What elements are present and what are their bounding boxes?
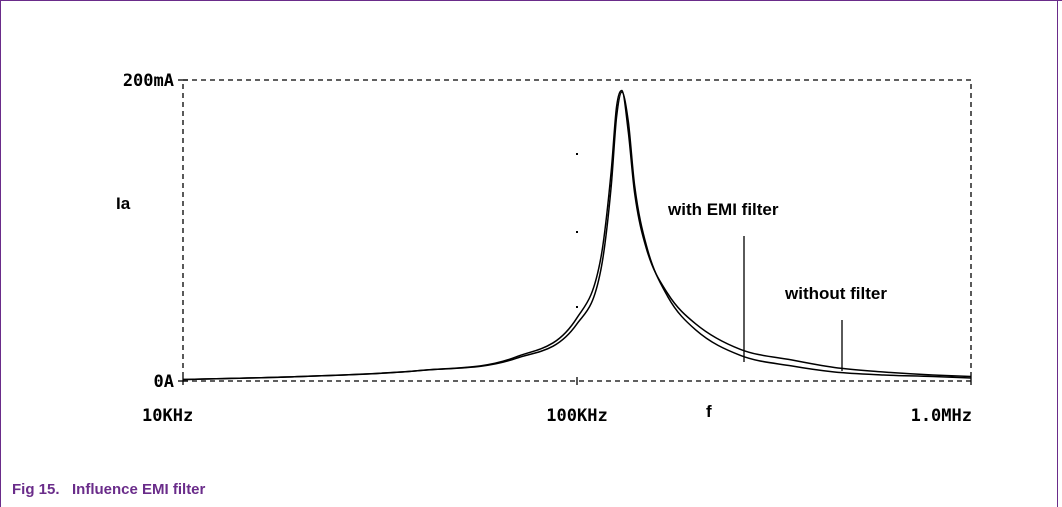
series-label-with-filter: with EMI filter bbox=[667, 200, 779, 219]
frame-left-border bbox=[0, 0, 1, 507]
x-tick-label: 100KHz bbox=[546, 406, 607, 426]
x-tick-label: 1.0MHz bbox=[911, 406, 972, 426]
y-axis-label: Ia bbox=[116, 194, 131, 213]
series-lines bbox=[182, 89, 972, 381]
y-tick-label: 0A bbox=[154, 372, 174, 392]
y-tick-label: 200mA bbox=[123, 71, 174, 91]
x-tick-label: 10KHz bbox=[142, 406, 193, 426]
x-axis-label: f bbox=[706, 402, 712, 421]
series-line-with-filter bbox=[182, 89, 972, 381]
decade-dots bbox=[576, 153, 578, 308]
tick-labels: 10KHz 100KHz 1.0MHz 0A 200mA bbox=[123, 71, 972, 426]
figure-caption: Fig 15. Influence EMI filter bbox=[12, 481, 206, 498]
frame-top-border bbox=[0, 0, 1062, 1]
grid-dot bbox=[576, 153, 578, 155]
series-line-without-filter bbox=[182, 91, 972, 381]
grid-dot bbox=[576, 306, 578, 308]
plot-frame bbox=[182, 79, 972, 382]
frame-right-border bbox=[1057, 0, 1058, 507]
chart: 10KHz 100KHz 1.0MHz 0A 200mA Ia f with EMI f… bbox=[116, 71, 972, 426]
grid-dot bbox=[576, 231, 578, 233]
annotation-pointers bbox=[743, 236, 843, 371]
series-label-without-filter: without filter bbox=[784, 284, 887, 303]
tick-marks bbox=[178, 79, 972, 385]
